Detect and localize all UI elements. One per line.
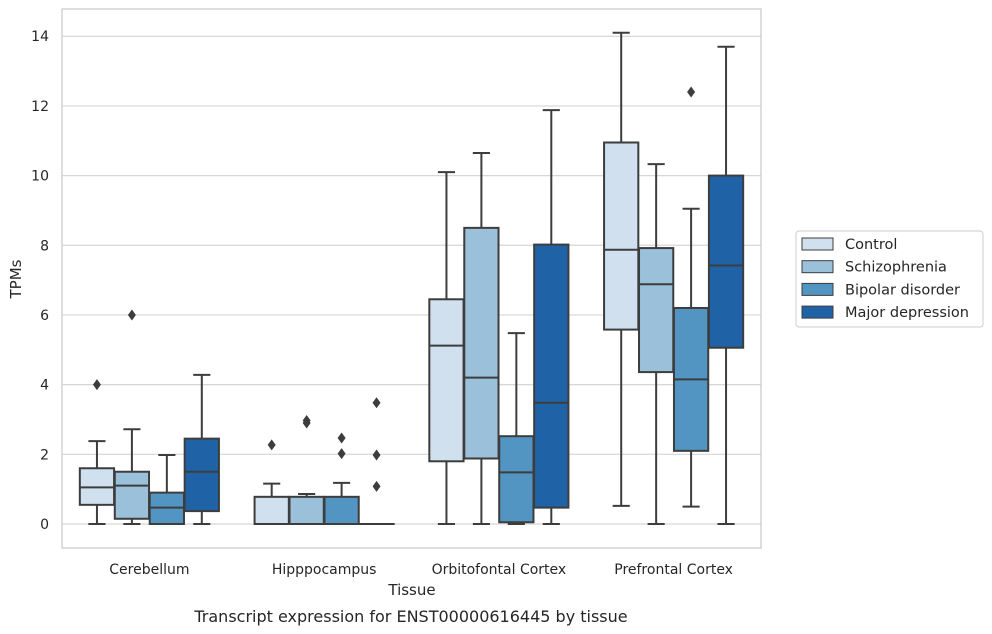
- x-tick-label: Cerebellum: [109, 562, 189, 578]
- y-tick-label: 10: [31, 169, 49, 185]
- box-1-1: [288, 415, 325, 525]
- outlier-point: [687, 86, 696, 98]
- box-0-3: [183, 373, 220, 525]
- plot-frame: [61, 8, 762, 549]
- legend-swatch: [801, 305, 834, 319]
- legend: Control Schizophrenia Bipolar disorder Majo…: [795, 230, 984, 328]
- box-iqr: [183, 437, 220, 513]
- legend-label: Major depression: [845, 305, 969, 321]
- y-tick-label: 2: [40, 447, 49, 463]
- outlier-point: [267, 439, 276, 451]
- x-ticks: Cerebellum Hipppocampus Orbitofontal Corte…: [109, 562, 733, 578]
- outlier-point: [337, 432, 346, 444]
- box-iqr: [638, 247, 675, 374]
- box-2-1: [463, 151, 500, 525]
- chart-caption: Transcript expression for ENST0000061644…: [193, 607, 627, 626]
- box-2-3: [533, 109, 570, 525]
- y-tick-label: 0: [40, 517, 49, 533]
- y-tick-label: 14: [31, 29, 49, 45]
- box-iqr: [603, 141, 640, 331]
- y-ticks: 0 2 4 6 8 10 12 14: [31, 29, 49, 533]
- box-iqr: [113, 470, 151, 520]
- box-iqr: [533, 243, 570, 509]
- box-iqr: [253, 495, 290, 525]
- box-iqr: [323, 495, 360, 525]
- outlier-point: [337, 448, 346, 460]
- box-1-3: [358, 397, 395, 526]
- legend-swatch: [801, 260, 834, 274]
- box-2-0: [428, 171, 465, 525]
- gridlines: [62, 35, 761, 525]
- y-axis-label: TPMs: [7, 259, 25, 299]
- y-tick-label: 4: [40, 378, 49, 394]
- legend-swatch: [801, 237, 834, 251]
- box-3-2: [672, 86, 710, 508]
- x-tick-label: Hipppocampus: [272, 562, 377, 578]
- x-axis-label: Tissue: [387, 581, 435, 599]
- x-tick-label: Orbitofontal Cortex: [432, 562, 567, 578]
- outlier-point: [127, 309, 136, 321]
- box-0-0: [78, 379, 116, 525]
- outlier-point: [302, 415, 311, 427]
- y-tick-label: 12: [31, 99, 49, 115]
- box-iqr: [498, 435, 535, 524]
- boxes: [78, 31, 745, 526]
- outlier-point: [92, 379, 101, 391]
- box-iqr: [707, 174, 745, 349]
- box-1-2: [323, 432, 360, 525]
- box-iqr: [288, 495, 325, 525]
- outlier-point: [372, 449, 381, 461]
- box-iqr: [463, 226, 500, 460]
- y-tick-label: 6: [40, 308, 49, 324]
- box-3-1: [638, 163, 675, 525]
- legend-label: Schizophrenia: [845, 260, 947, 276]
- box-3-3: [707, 45, 745, 525]
- box-3-0: [603, 31, 640, 507]
- legend-swatch: [801, 282, 834, 296]
- x-tick-label: Prefrontal Cortex: [614, 562, 733, 578]
- box-0-1: [113, 309, 151, 525]
- legend-frame: [795, 230, 984, 328]
- box-1-0: [253, 439, 290, 525]
- box-0-2: [148, 454, 185, 526]
- box-2-2: [498, 332, 535, 525]
- outlier-point: [372, 397, 381, 409]
- box-iqr: [428, 298, 465, 463]
- legend-label: Bipolar disorder: [845, 282, 960, 298]
- y-tick-label: 8: [40, 238, 49, 254]
- outlier-point: [372, 480, 381, 492]
- legend-label: Control: [845, 237, 897, 253]
